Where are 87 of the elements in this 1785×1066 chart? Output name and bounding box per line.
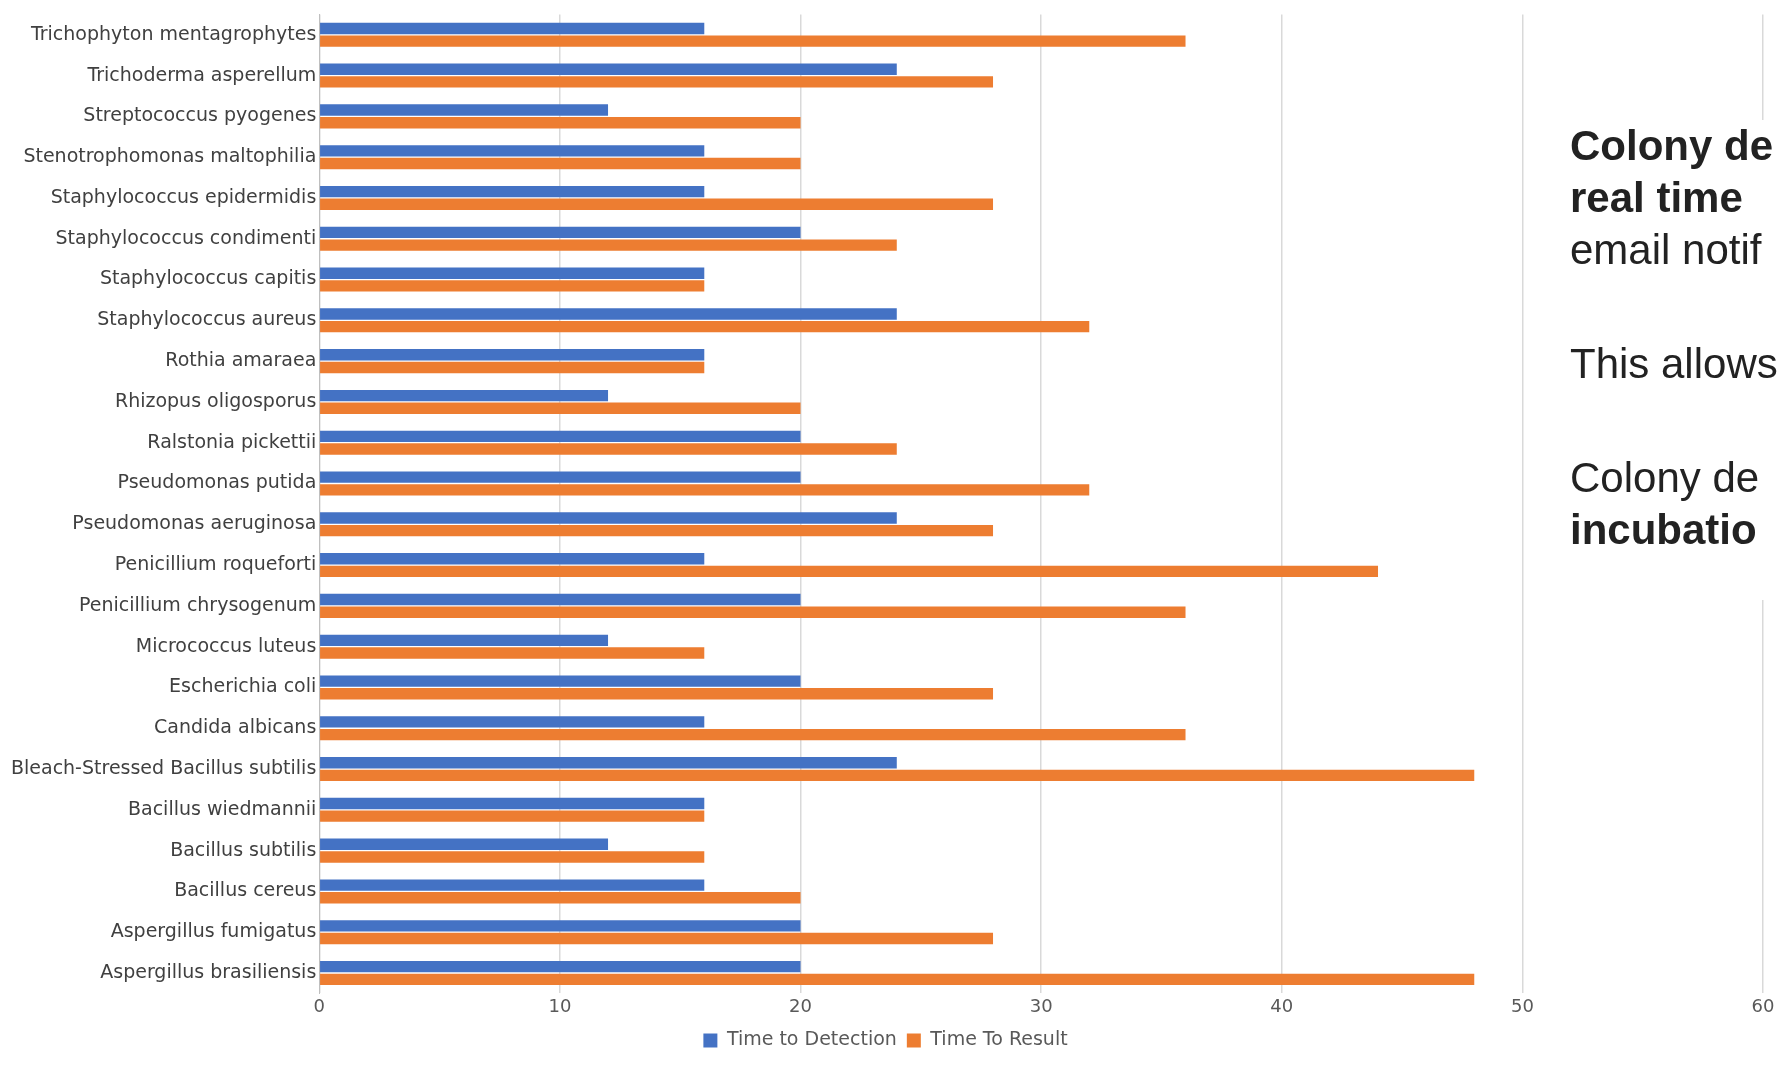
y-tick-label: Bacillus cereus	[174, 878, 317, 901]
y-tick-label: Micrococcus luteus	[135, 633, 317, 656]
bar	[320, 267, 705, 279]
bar	[320, 634, 609, 647]
y-tick-label: Penicillium chrysogenum	[78, 592, 317, 615]
x-tick-label: 10	[548, 994, 572, 1016]
legend-label: Time To Result	[929, 1027, 1068, 1050]
bar	[320, 797, 705, 810]
bar	[320, 117, 801, 129]
bar	[320, 157, 801, 170]
y-tick-label: Ralstonia pickettii	[147, 429, 317, 452]
bar	[320, 565, 1379, 578]
x-tick-label: 20	[789, 994, 812, 1016]
y-tick-label: Trichophyton mentagrophytes	[29, 21, 317, 44]
y-tick-label: Candida albicans	[153, 715, 317, 738]
y-tick-label: Staphylococcus epidermidis	[50, 184, 317, 207]
bar	[320, 688, 994, 700]
annotation: This allows	[1570, 339, 1779, 389]
bar	[320, 484, 1090, 496]
y-tick-label: Bleach-Stressed Bacillus subtilis	[10, 755, 317, 778]
bar	[320, 280, 705, 292]
y-tick-label: Staphylococcus condimenti	[55, 225, 317, 248]
annotation: Colony de	[1570, 453, 1761, 503]
bar	[320, 879, 705, 891]
bar	[320, 769, 1475, 782]
x-tick-label: 60	[1751, 994, 1775, 1016]
bar	[320, 76, 994, 88]
bar	[320, 145, 705, 157]
y-tick-label: Stenotrophomonas maltophilia	[23, 144, 317, 167]
bar	[320, 35, 1186, 47]
bar	[320, 389, 609, 402]
y-tick-label: Bacillus subtilis	[170, 837, 317, 860]
legend-label: Time to Detection	[725, 1027, 897, 1050]
y-tick-label: Streptococcus pyogenes	[83, 103, 317, 126]
bar	[320, 892, 801, 904]
y-tick-label: Aspergillus fumigatus	[110, 919, 317, 942]
x-tick-label: 50	[1510, 994, 1534, 1016]
annotation: incubatio	[1570, 505, 1758, 555]
y-tick-label: Escherichia coli	[169, 674, 317, 697]
bar	[320, 593, 801, 606]
bar	[320, 471, 801, 483]
bar	[320, 226, 801, 239]
x-tick-label: 0	[313, 994, 326, 1016]
bar	[320, 810, 705, 822]
bar	[320, 198, 994, 210]
bar	[320, 349, 705, 361]
annotation: email notif	[1570, 225, 1763, 275]
y-tick-label: Staphylococcus aureus	[97, 307, 317, 330]
bar	[320, 320, 1090, 333]
y-tick-label: Staphylococcus capitis	[99, 266, 317, 289]
bar	[320, 512, 897, 524]
x-tick-label: 30	[1029, 994, 1053, 1016]
bar	[320, 22, 705, 35]
y-tick-label: Trichoderma asperellum	[86, 62, 317, 85]
bar	[320, 960, 801, 973]
bar	[320, 851, 705, 863]
bar	[320, 932, 994, 945]
bar	[320, 185, 705, 198]
y-tick-label: Pseudomonas putida	[117, 470, 317, 493]
annotation: Colony de	[1570, 121, 1774, 171]
y-tick-label: Bacillus wiedmannii	[127, 796, 317, 819]
bar	[320, 838, 609, 850]
bar	[320, 728, 1186, 741]
bar	[320, 443, 897, 455]
bar	[320, 104, 609, 116]
bar	[320, 63, 897, 75]
y-tick-label: Penicillium roqueforti	[114, 552, 317, 575]
bar	[320, 675, 801, 687]
bar	[320, 757, 897, 769]
bar	[320, 606, 1186, 618]
bar	[320, 553, 705, 565]
annotation: real time	[1570, 173, 1744, 223]
bar	[320, 973, 1475, 986]
bar	[320, 647, 705, 659]
bar	[320, 430, 801, 443]
bar	[320, 308, 897, 320]
y-tick-label: Rhizopus oligosporus	[114, 388, 317, 411]
y-tick-label: Rothia amaraea	[165, 348, 317, 371]
x-tick-label: 40	[1270, 994, 1294, 1016]
bar	[320, 402, 801, 414]
bar	[320, 361, 705, 374]
bar	[320, 239, 897, 251]
y-tick-label: Aspergillus brasiliensis	[100, 959, 317, 982]
bar	[320, 524, 994, 537]
bar	[320, 716, 705, 728]
y-tick-label: Pseudomonas aeruginosa	[72, 511, 317, 534]
bar	[320, 920, 801, 932]
